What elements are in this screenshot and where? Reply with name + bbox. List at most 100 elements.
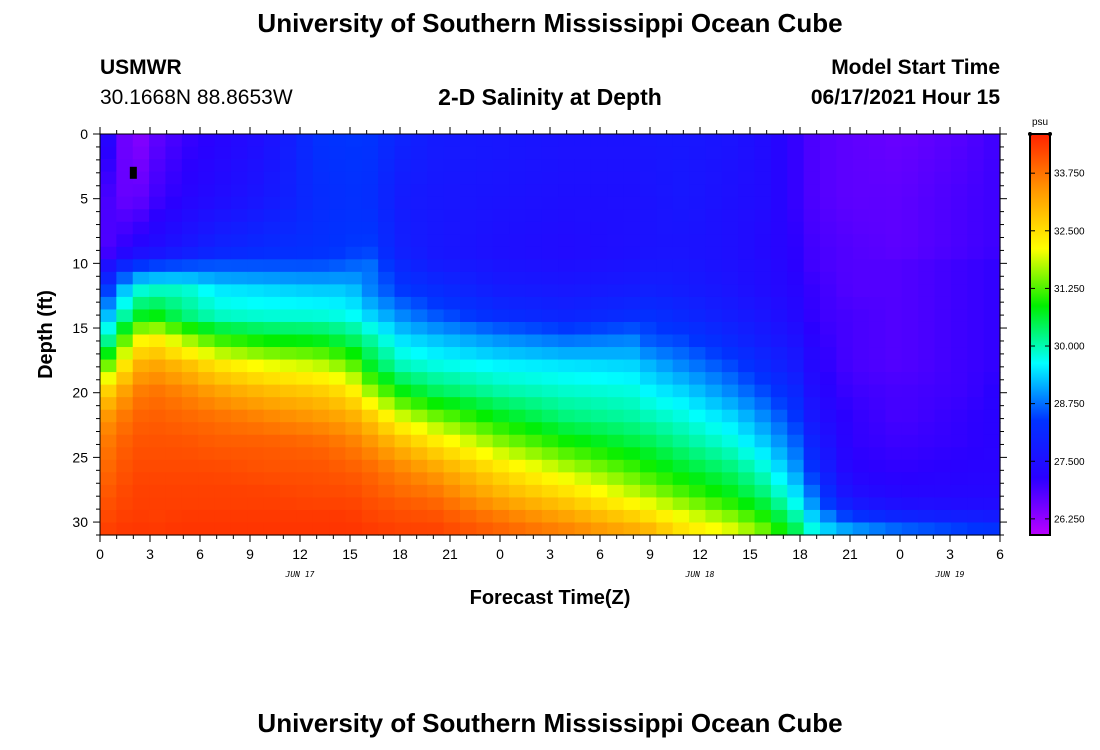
heatmap-cell [574,459,592,473]
colorbar-ticks: 26.25027.50028.75030.00031.25032.50033.7… [1030,169,1085,525]
heatmap-cell [214,472,232,486]
heatmap-cell [918,359,936,373]
heatmap-cell [280,397,297,411]
heatmap-cell [738,497,756,511]
heatmap-cell [181,497,199,511]
heatmap-cell [820,171,837,185]
heatmap-cell [787,334,805,348]
heatmap-cell [460,484,477,499]
heatmap-cell [656,497,674,511]
heatmap-cell [476,459,494,473]
y-tick-label: 0 [80,126,88,142]
heatmap-cell [672,209,690,223]
heatmap-cell [100,434,117,448]
heatmap-cell [476,484,494,499]
heatmap-cell [198,409,216,423]
heatmap-cell [541,309,559,323]
heatmap-cell [754,522,772,536]
heatmap-cell [885,259,903,273]
heatmap-cell [525,134,543,148]
heatmap-cell [590,209,608,223]
heatmap-cell [574,159,592,173]
heatmap-cell [901,221,919,235]
heatmap-cell [885,459,903,473]
heatmap-cell [852,209,870,223]
heatmap-cell [214,196,232,210]
heatmap-cell [852,434,870,448]
heatmap-cell [672,359,690,373]
heatmap-cell [149,134,167,148]
heatmap-cell [672,484,690,499]
heatmap-cell [885,159,903,173]
heatmap-cell [607,134,625,148]
heatmap-cell [607,509,625,524]
heatmap-cell [607,234,625,248]
colorbar-unit: psu [1032,117,1048,128]
heatmap-cell [460,196,477,210]
heatmap-cell [590,196,608,210]
heatmap-cell [950,522,968,536]
heatmap-cell [672,509,690,524]
heatmap-cell [836,196,854,210]
heatmap-cell [967,397,985,411]
heatmap-cell [836,271,854,285]
heatmap-cell [820,234,837,248]
heatmap-cell [983,246,1001,260]
heatmap-cell [427,522,445,536]
heatmap-cell [803,372,821,386]
heatmap-cell [869,509,887,524]
heatmap-cell [869,484,887,499]
heatmap-cell [198,321,216,336]
heatmap-cell [198,309,216,323]
heatmap-cell [918,447,936,461]
heatmap-cell [852,409,870,423]
heatmap-cell [492,347,510,361]
heatmap-cell [100,321,117,336]
heatmap-cell [852,484,870,499]
heatmap-cell [607,171,625,185]
heatmap-cell [525,309,543,323]
heatmap-cell [345,447,363,461]
heatmap-cell [230,246,248,260]
heatmap-cell [165,459,183,473]
heatmap-cell [640,321,657,336]
heatmap-cell [149,321,167,336]
heatmap-cell [443,422,461,436]
heatmap-cell [869,134,887,148]
heatmap-cell [296,509,314,524]
heatmap-cell [623,271,641,285]
heatmap-cell [181,171,199,185]
heatmap-cell [230,296,248,311]
heatmap-cell [230,484,248,499]
heatmap-cell [705,234,723,248]
heatmap-cell [836,234,854,248]
heatmap-cell [590,347,608,361]
heatmap-cell [754,234,772,248]
heatmap-cell [296,472,314,486]
heatmap-cell [329,171,347,185]
heatmap-cell [460,434,477,448]
heatmap-cell [836,284,854,298]
heatmap-cell [901,447,919,461]
heatmap-cell [312,434,330,448]
heatmap-cell [901,284,919,298]
heatmap-cell [394,184,412,198]
heatmap-cell [770,134,788,148]
heatmap-cell [852,171,870,185]
heatmap-cell [149,372,167,386]
heatmap-cell [869,284,887,298]
heatmap-cell [623,296,641,311]
heatmap-cell [247,509,265,524]
heatmap-cell [950,409,968,423]
heatmap-cell [394,334,412,348]
heatmap-cell [787,159,805,173]
heatmap-cell [869,409,887,423]
heatmap-cell [116,246,134,260]
heatmap-cell [885,359,903,373]
heatmap-cell [820,359,837,373]
heatmap-cell [312,296,330,311]
heatmap-cell [705,459,723,473]
heatmap-cell [885,422,903,436]
heatmap-cell [689,271,707,285]
heatmap-cell [329,397,347,411]
